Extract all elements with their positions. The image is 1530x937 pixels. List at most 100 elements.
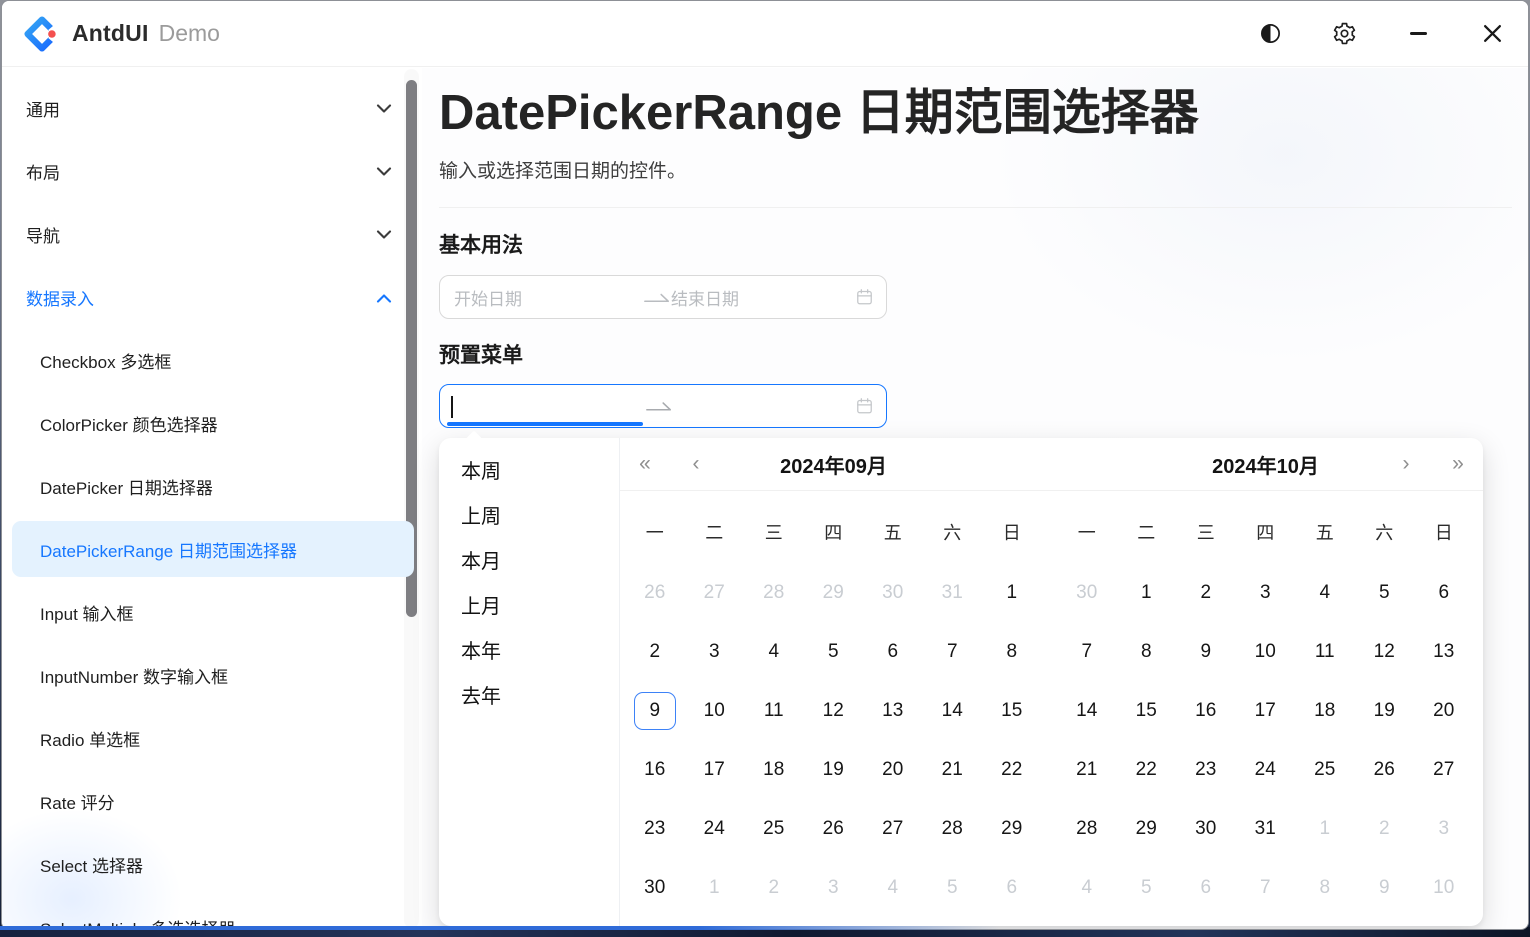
day-cell[interactable]: 4: [1319, 581, 1331, 603]
sidebar-scrollbar-track[interactable]: [404, 69, 419, 928]
sidebar-item-8[interactable]: Input 输入框: [2, 581, 422, 644]
day-cell[interactable]: 10: [703, 699, 725, 721]
day-cell[interactable]: 27: [882, 817, 904, 839]
sidebar-item-7[interactable]: DatePickerRange 日期范围选择器: [2, 518, 422, 581]
day-cell[interactable]: 19: [1373, 699, 1395, 721]
day-cell[interactable]: 23: [1195, 758, 1217, 780]
day-cell[interactable]: 12: [1373, 640, 1395, 662]
day-cell[interactable]: 3: [1438, 817, 1450, 839]
sidebar-group-1[interactable]: 布局: [2, 140, 422, 203]
day-cell[interactable]: 28: [941, 817, 963, 839]
day-cell[interactable]: 6: [1438, 581, 1450, 603]
day-cell[interactable]: 30: [644, 876, 666, 898]
prev-year-button[interactable]: «: [639, 452, 651, 475]
sidebar-item-6[interactable]: DatePicker 日期选择器: [2, 455, 422, 518]
day-cell[interactable]: 15: [1001, 699, 1023, 721]
day-cell[interactable]: 29: [822, 581, 844, 603]
day-cell[interactable]: 14: [941, 699, 963, 721]
day-cell[interactable]: 6: [887, 640, 899, 662]
day-cell[interactable]: 18: [1314, 699, 1336, 721]
day-cell[interactable]: 31: [1254, 817, 1276, 839]
day-cell[interactable]: 17: [1254, 699, 1276, 721]
day-cell[interactable]: 26: [822, 817, 844, 839]
day-cell[interactable]: 24: [1254, 758, 1276, 780]
day-cell[interactable]: 27: [703, 581, 725, 603]
day-cell[interactable]: 6: [1200, 876, 1212, 898]
day-cell[interactable]: 25: [763, 817, 785, 839]
preset-item[interactable]: 去年: [461, 686, 501, 708]
day-cell[interactable]: 18: [763, 758, 785, 780]
day-cell[interactable]: 29: [1001, 817, 1023, 839]
day-cell[interactable]: 5: [1378, 581, 1390, 603]
day-cell[interactable]: 7: [946, 640, 958, 662]
sidebar-item-12[interactable]: Select 选择器: [2, 833, 422, 896]
day-cell[interactable]: 4: [887, 876, 899, 898]
day-cell[interactable]: 8: [1319, 876, 1331, 898]
day-cell[interactable]: 30: [1076, 581, 1098, 603]
day-cell[interactable]: 3: [708, 640, 720, 662]
day-cell[interactable]: 22: [1001, 758, 1023, 780]
day-cell[interactable]: 7: [1081, 640, 1093, 662]
day-cell[interactable]: 11: [763, 699, 784, 721]
day-cell[interactable]: 6: [1006, 876, 1018, 898]
day-cell[interactable]: 31: [941, 581, 963, 603]
day-cell[interactable]: 26: [644, 581, 666, 603]
preset-item[interactable]: 上周: [461, 506, 501, 528]
day-cell[interactable]: 4: [768, 640, 780, 662]
day-cell[interactable]: 11: [1314, 640, 1335, 662]
day-cell-today[interactable]: 9: [625, 681, 685, 740]
sidebar-item-4[interactable]: Checkbox 多选框: [2, 329, 422, 392]
day-cell[interactable]: 30: [1195, 817, 1217, 839]
next-year-button[interactable]: »: [1452, 452, 1464, 475]
theme-toggle-button[interactable]: [1248, 12, 1292, 56]
sidebar-item-11[interactable]: Rate 评分: [2, 770, 422, 833]
day-cell[interactable]: 1: [708, 876, 720, 898]
day-cell[interactable]: 7: [1259, 876, 1271, 898]
day-cell[interactable]: 23: [644, 817, 666, 839]
sidebar-group-3[interactable]: 数据录入: [2, 266, 422, 329]
day-cell[interactable]: 2: [768, 876, 780, 898]
prev-month-button[interactable]: ‹: [692, 452, 700, 475]
day-cell[interactable]: 8: [1140, 640, 1152, 662]
sidebar-item-9[interactable]: InputNumber 数字输入框: [2, 644, 422, 707]
day-cell[interactable]: 1: [1140, 581, 1152, 603]
day-cell[interactable]: 20: [1433, 699, 1455, 721]
preset-item[interactable]: 本年: [461, 641, 501, 663]
day-cell[interactable]: 16: [644, 758, 666, 780]
day-cell[interactable]: 10: [1254, 640, 1276, 662]
day-cell[interactable]: 28: [763, 581, 785, 603]
day-cell[interactable]: 21: [941, 758, 963, 780]
day-cell[interactable]: 4: [1081, 876, 1093, 898]
day-cell[interactable]: 26: [1373, 758, 1395, 780]
day-cell[interactable]: 8: [1006, 640, 1018, 662]
preset-item[interactable]: 上月: [461, 596, 501, 618]
close-button[interactable]: [1470, 12, 1514, 56]
sidebar-group-2[interactable]: 导航: [2, 203, 422, 266]
day-cell[interactable]: 24: [703, 817, 725, 839]
preset-item[interactable]: 本月: [461, 551, 501, 573]
sidebar-group-0[interactable]: 通用: [2, 77, 422, 140]
day-cell[interactable]: 3: [827, 876, 839, 898]
day-cell[interactable]: 15: [1135, 699, 1157, 721]
day-cell[interactable]: 20: [882, 758, 904, 780]
day-cell[interactable]: 9: [1378, 876, 1390, 898]
day-cell[interactable]: 21: [1076, 758, 1098, 780]
day-cell[interactable]: 10: [1433, 876, 1455, 898]
date-range-input-preset[interactable]: [439, 384, 887, 428]
preset-item[interactable]: 本周: [461, 461, 501, 483]
day-cell[interactable]: 19: [822, 758, 844, 780]
sidebar-item-10[interactable]: Radio 单选框: [2, 707, 422, 770]
day-cell[interactable]: 1: [1319, 817, 1331, 839]
day-cell[interactable]: 29: [1135, 817, 1157, 839]
minimize-button[interactable]: [1396, 12, 1440, 56]
day-cell[interactable]: 2: [1200, 581, 1212, 603]
day-cell[interactable]: 30: [882, 581, 904, 603]
day-cell[interactable]: 5: [946, 876, 958, 898]
sidebar-scrollbar-thumb[interactable]: [406, 80, 417, 617]
day-cell[interactable]: 1: [1006, 581, 1018, 603]
sidebar-item-13[interactable]: SelectMultiple 多选选择器: [2, 896, 422, 929]
sidebar-item-5[interactable]: ColorPicker 颜色选择器: [2, 392, 422, 455]
day-cell[interactable]: 3: [1259, 581, 1271, 603]
day-cell[interactable]: 27: [1433, 758, 1455, 780]
day-cell[interactable]: 12: [822, 699, 844, 721]
